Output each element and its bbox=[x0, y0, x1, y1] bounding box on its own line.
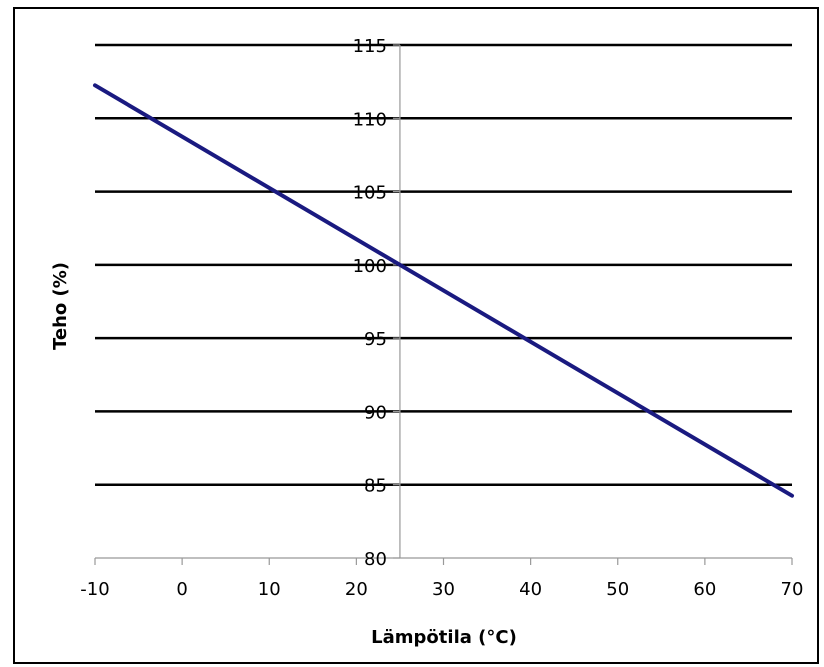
plot-series bbox=[93, 83, 794, 498]
y-tick-labels: 80 85 90 95 100 105 110 115 bbox=[353, 36, 387, 570]
x-axis-title: Lämpötila (°C) bbox=[371, 627, 517, 648]
y-tick-label-0: 80 bbox=[364, 549, 387, 570]
y-tick-label-1: 85 bbox=[364, 476, 387, 497]
y-tick-label-3: 95 bbox=[364, 329, 387, 350]
gridlines bbox=[95, 43, 792, 486]
x-tick-label-5: 40 bbox=[519, 579, 542, 600]
y-axis-title: Teho (%) bbox=[50, 262, 71, 350]
x-tick-label-3: 20 bbox=[345, 579, 368, 600]
x-tick-label-7: 60 bbox=[693, 579, 716, 600]
y-tick-label-6: 110 bbox=[353, 109, 387, 130]
x-tick-label-8: 70 bbox=[781, 579, 804, 600]
chart-border bbox=[13, 7, 819, 664]
y-tick-label-7: 115 bbox=[353, 36, 387, 57]
x-tick-label-4: 30 bbox=[432, 579, 455, 600]
x-tick-label-1: 0 bbox=[176, 579, 187, 600]
x-tick-label-2: 10 bbox=[258, 579, 281, 600]
x-tick-labels: -10 0 10 20 30 40 50 60 70 bbox=[80, 579, 803, 600]
y-tick-label-2: 90 bbox=[364, 402, 387, 423]
x-tick-label-0: -10 bbox=[80, 579, 109, 600]
x-tick-label-6: 50 bbox=[606, 579, 629, 600]
y-tick-label-4: 100 bbox=[353, 256, 387, 277]
y-tick-label-5: 105 bbox=[353, 183, 387, 204]
series-line-0 bbox=[93, 83, 794, 498]
